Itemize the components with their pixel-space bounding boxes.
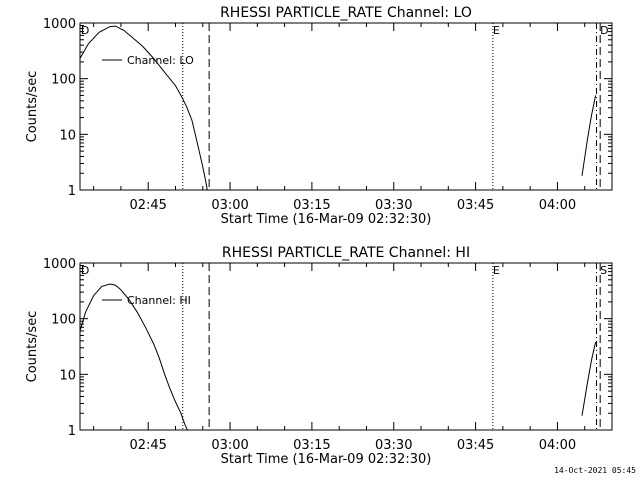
- event-marker-label: E: [493, 24, 500, 37]
- x-tick-label: 03:45: [457, 438, 494, 453]
- y-axis-label: Counts/sec: [25, 311, 40, 383]
- x-tick-label: 03:15: [293, 198, 330, 213]
- y-tick-label: 100: [51, 73, 76, 88]
- x-tick-label: 04:00: [539, 198, 576, 213]
- legend-label: Channel: HI: [127, 294, 191, 307]
- chart-panel-lo: RHESSI PARTICLE_RATE Channel: LO 1 10 100 10…: [25, 5, 613, 227]
- chart-title: RHESSI PARTICLE_RATE Channel: LO: [220, 5, 472, 21]
- y-tick-label: 100: [51, 313, 76, 328]
- y-axis-label: Counts/sec: [25, 71, 40, 143]
- plot-frame: [79, 22, 613, 191]
- x-tick-label: 03:45: [457, 198, 494, 213]
- event-marker-label: D: [81, 24, 89, 37]
- chart-title: RHESSI PARTICLE_RATE Channel: HI: [222, 245, 470, 261]
- x-axis-label: Start Time (16-Mar-09 02:32:30): [221, 452, 432, 467]
- y-tick-label: 10: [59, 128, 76, 143]
- legend-label: Channel: LO: [127, 54, 194, 67]
- x-tick-label: 02:45: [129, 438, 166, 453]
- y-tick-label: 1000: [43, 257, 76, 272]
- x-axis-label: Start Time (16-Mar-09 02:32:30): [221, 212, 432, 227]
- event-marker-label: D: [81, 264, 89, 277]
- series-line: [581, 341, 597, 416]
- event-marker-label: S: [600, 264, 607, 277]
- event-marker-label: D: [600, 24, 608, 37]
- series-line: [79, 283, 188, 431]
- series-line: [79, 25, 208, 191]
- y-tick-label: 1000: [43, 17, 76, 32]
- x-tick-label: 03:30: [375, 198, 412, 213]
- x-tick-label: 03:00: [211, 438, 248, 453]
- x-tick-label: 03:15: [293, 438, 330, 453]
- event-marker-label: E: [493, 264, 500, 277]
- x-tick-label: 03:00: [211, 198, 248, 213]
- plot-frame: [79, 262, 613, 431]
- x-tick-label: 03:30: [375, 438, 412, 453]
- x-tick-label: 04:00: [539, 438, 576, 453]
- chart-panel-hi: RHESSI PARTICLE_RATE Channel: HI 1 10 100 10…: [25, 245, 613, 467]
- footer-timestamp: 14-Oct-2021 05:45: [554, 466, 636, 475]
- y-tick-label: 10: [59, 368, 76, 383]
- y-tick-label: 1: [68, 424, 76, 439]
- y-tick-label: 1: [68, 184, 76, 199]
- series-line: [581, 95, 597, 176]
- x-tick-label: 02:45: [129, 198, 166, 213]
